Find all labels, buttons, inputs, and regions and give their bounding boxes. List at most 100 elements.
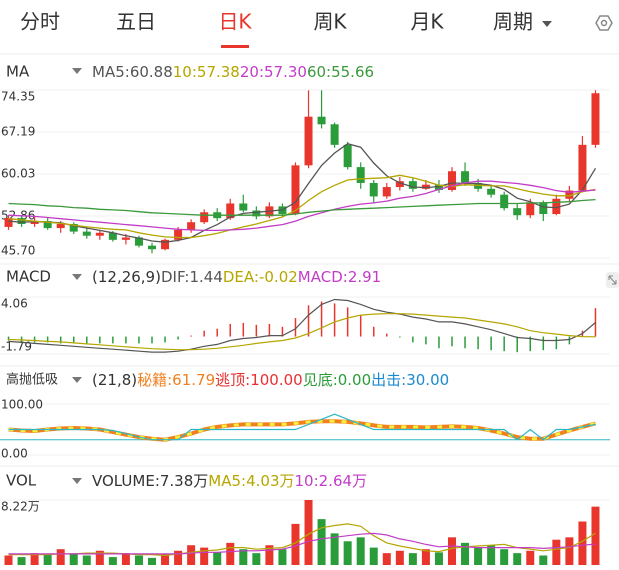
y-tick-label: 4.06	[1, 297, 28, 311]
panel-header: MA5:60.8810:57.3820:57.3060:55.66	[92, 63, 374, 81]
legend-value: 57.30	[264, 63, 307, 81]
tab[interactable]: 周K	[313, 10, 347, 34]
volume-bar	[552, 539, 561, 565]
candle-body	[121, 237, 130, 240]
candle-body	[226, 203, 235, 219]
volume-bar	[4, 555, 13, 565]
candle-body	[461, 171, 470, 183]
panel-title: VOL	[6, 472, 37, 490]
legend-value: -0.02	[259, 268, 298, 286]
tab[interactable]: 五日	[116, 10, 156, 34]
volume-bar	[69, 553, 78, 565]
legend-name: DEA:	[223, 268, 259, 286]
settings-icon-dot	[600, 19, 608, 27]
volume-ma-line	[8, 523, 596, 557]
indicator-line-dash	[8, 419, 596, 442]
candle-body	[239, 203, 248, 211]
legend-value: 1.44	[189, 268, 222, 286]
candle-body	[304, 116, 313, 166]
candle-body	[526, 202, 535, 216]
volume-bar	[356, 537, 365, 565]
tab[interactable]: 日K	[218, 10, 252, 34]
volume-bar	[513, 553, 522, 565]
legend-name: 见底:	[303, 371, 338, 389]
y-tick-label: 100.00	[1, 398, 43, 412]
dropdown-caret	[542, 21, 552, 27]
volume-bar	[108, 557, 117, 565]
indicator-line	[8, 413, 596, 441]
volume-ma-line	[8, 532, 596, 555]
y-tick-label: 74.35	[1, 90, 35, 104]
legend-name: 秘籍:	[137, 371, 172, 389]
volume-bar	[56, 549, 65, 565]
candle-body	[591, 93, 600, 145]
volume-bar	[526, 550, 535, 565]
legend-name: MA5:	[92, 63, 130, 81]
tab[interactable]: 月K	[410, 10, 444, 34]
legend-value: 30.00	[406, 371, 449, 389]
candle-body	[252, 210, 261, 217]
candle-body	[513, 208, 522, 216]
expand-icon[interactable]	[606, 272, 619, 288]
dropdown-caret	[72, 274, 82, 280]
y-tick-label: 0.00	[1, 447, 28, 461]
dropdown-caret	[72, 68, 82, 74]
volume-bar	[578, 521, 587, 565]
candle-body	[30, 221, 39, 224]
volume-bar	[239, 549, 248, 565]
candle-body	[4, 218, 13, 227]
candle-body	[69, 223, 78, 232]
volume-bar	[317, 519, 326, 565]
ma-line	[8, 198, 596, 216]
y-tick-label: 60.03	[1, 166, 35, 180]
legend-value: 57.38	[197, 63, 240, 81]
volume-bar	[95, 550, 104, 565]
candle-body	[291, 165, 300, 215]
active-tab-underline	[221, 45, 249, 48]
legend-name: 出击:	[371, 371, 406, 389]
volume-bar	[487, 545, 496, 565]
volume-bar	[434, 552, 443, 565]
volume-bar	[17, 557, 26, 565]
tab[interactable]: 周期	[493, 10, 533, 34]
volume-bar	[291, 523, 300, 565]
settings-icon[interactable]	[595, 15, 613, 31]
candle-body	[200, 212, 209, 223]
volume-bar	[134, 555, 143, 565]
volume-bar	[461, 542, 470, 565]
volume-bar	[200, 547, 209, 565]
volume-bar	[395, 550, 404, 565]
tab[interactable]: 分时	[20, 10, 60, 34]
candle-body	[43, 221, 52, 229]
ma-line	[8, 142, 597, 243]
macd-line	[8, 298, 596, 353]
panel-header: VOLUME:7.38万MA5:4.03万10:2.64万	[92, 472, 367, 490]
volume-bar	[265, 545, 274, 565]
candle-body	[382, 187, 391, 197]
candle-body	[95, 232, 104, 236]
candle-body	[82, 231, 91, 236]
candle-body	[108, 232, 117, 240]
candle-body	[395, 181, 404, 188]
candle-body	[56, 223, 65, 229]
legend-value: 7.38万	[160, 472, 208, 490]
legend-name: 10:	[173, 63, 197, 81]
legend-value: 60.88	[130, 63, 173, 81]
params: (12,26,9)	[92, 268, 161, 286]
legend-value: 2.91	[348, 268, 381, 286]
params: (21,8)	[92, 371, 137, 389]
panel-title: MA	[6, 63, 30, 81]
volume-bar	[539, 555, 548, 565]
candle-body	[134, 237, 143, 246]
panel-title: 高抛低吸	[6, 372, 58, 388]
volume-bar	[304, 500, 313, 565]
candle-body	[187, 222, 196, 230]
candle-body	[356, 167, 365, 183]
candle-body	[174, 229, 183, 240]
candle-body	[421, 184, 430, 189]
legend-value: 100.00	[250, 371, 303, 389]
candle-body	[539, 202, 548, 215]
volume-bar	[213, 552, 222, 565]
